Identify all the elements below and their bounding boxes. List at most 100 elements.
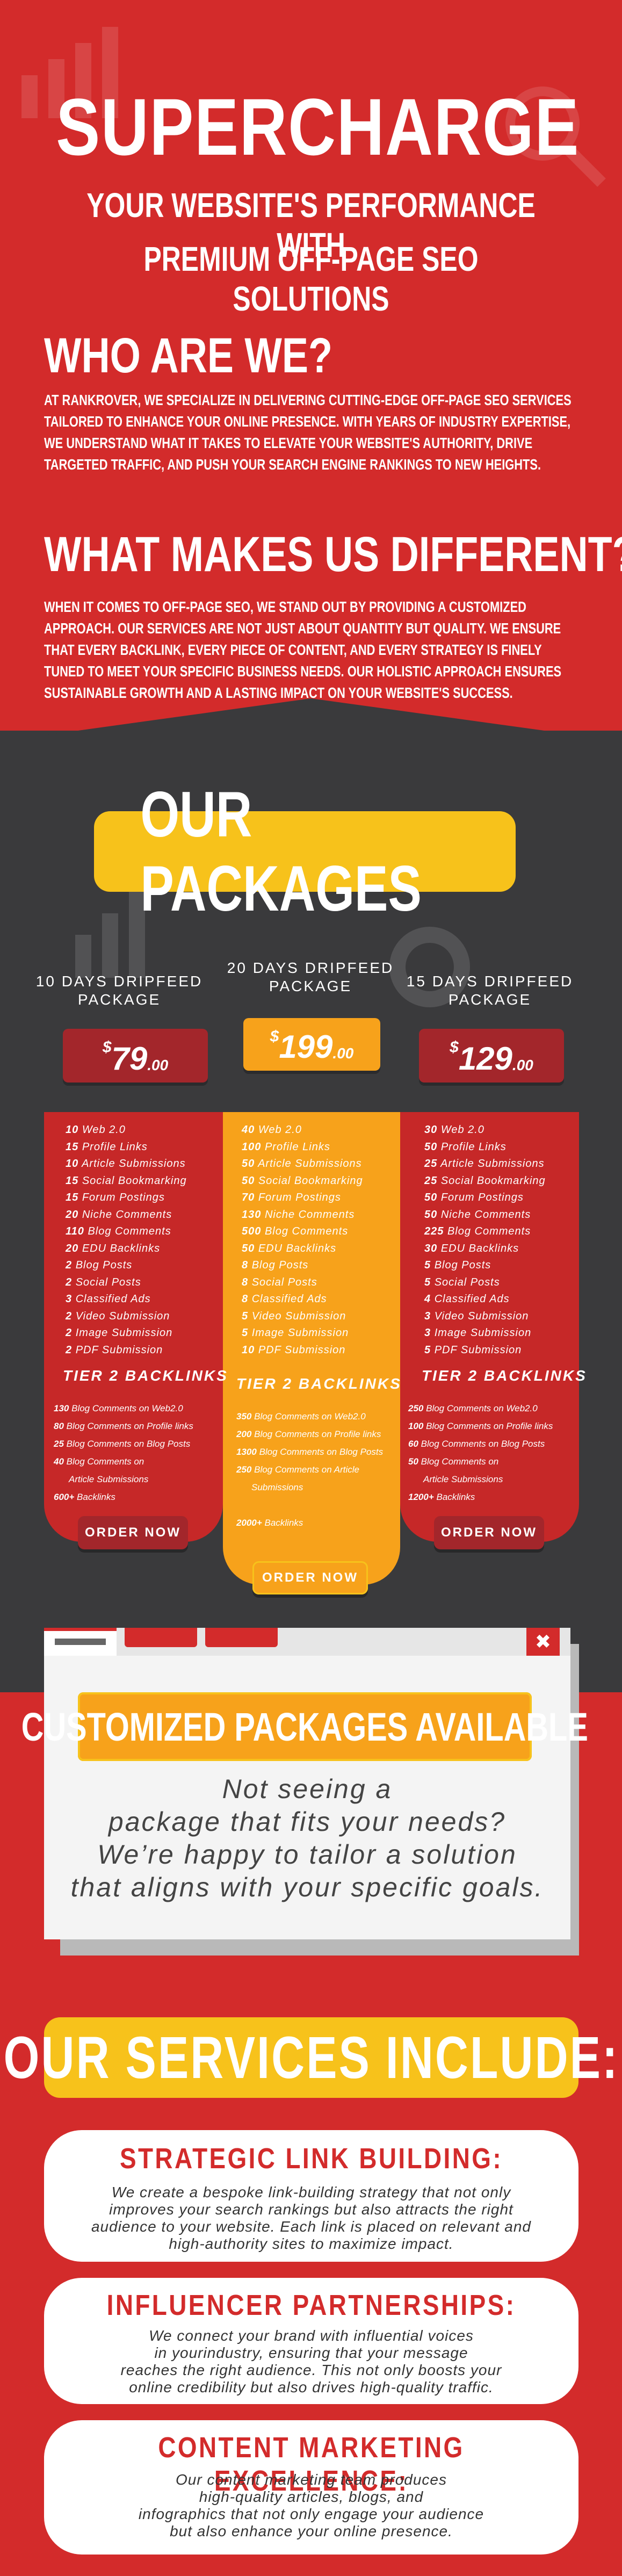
window-tab-2[interactable]: [125, 1628, 197, 1647]
service-text-line: We connect your brand with influential v…: [149, 2327, 474, 2344]
order-now-button-2[interactable]: ORDER NOW: [252, 1561, 368, 1594]
feature-item: 130 Niche Comments: [242, 1207, 363, 1224]
feature-label: Video Submission: [75, 1310, 170, 1322]
feature-item: 2 PDF Submission: [66, 1342, 187, 1359]
tier2-count: 200: [236, 1429, 252, 1439]
tier2-label: Blog Comments on: [66, 1456, 144, 1467]
order-now-button-3[interactable]: ORDER NOW: [434, 1516, 544, 1549]
feature-count: 50: [242, 1242, 255, 1254]
tier2-count: 1200+: [408, 1492, 434, 1502]
tier2-item: 60 Blog Comments on Blog Posts: [408, 1435, 553, 1453]
package-1-title: 10 DAYS DRIPFEED PACKAGE: [33, 972, 205, 1009]
custom-text-line2: package that fits your needs?: [108, 1807, 507, 1837]
feature-count: 8: [242, 1259, 249, 1271]
service-text: We create a bespoke link-building strate…: [76, 2184, 546, 2253]
feature-item: 2 Video Submission: [66, 1308, 187, 1325]
feature-item: 5 Blog Posts: [424, 1257, 546, 1274]
package-2-card: [223, 1112, 400, 1585]
window-titlebar: ✖: [44, 1628, 570, 1656]
feature-label: Web 2.0: [258, 1124, 302, 1136]
package-3-tier-heading: TIER 2 BACKLINKS: [422, 1367, 587, 1384]
service-text-line: high-authority sites to maximize impact.: [169, 2235, 454, 2252]
close-icon[interactable]: ✖: [526, 1628, 560, 1656]
feature-item: 2 Image Submission: [66, 1325, 187, 1342]
feature-label: Social Bookmarking: [440, 1174, 546, 1187]
feature-count: 8: [242, 1276, 249, 1288]
magnifier-icon: [505, 86, 606, 187]
feature-label: Classified Ads: [75, 1293, 151, 1305]
feature-item: 500 Blog Comments: [242, 1223, 363, 1240]
feature-label: EDU Backlinks: [440, 1242, 519, 1254]
different-heading: WHAT MAKES US DIFFERENT?: [44, 527, 622, 582]
package-1-tier-heading: TIER 2 BACKLINKS: [63, 1367, 228, 1384]
tier2-item: Article Submissions: [408, 1470, 553, 1488]
feature-count: 3: [66, 1293, 73, 1305]
feature-item: 25 Social Bookmarking: [424, 1173, 546, 1190]
feature-count: 50: [242, 1174, 255, 1187]
feature-label: Social Posts: [251, 1276, 317, 1288]
feature-label: Image Submission: [434, 1327, 532, 1339]
feature-item: 3 Video Submission: [424, 1308, 546, 1325]
service-title: STRATEGIC LINK BUILDING:: [119, 2142, 503, 2175]
feature-count: 5: [424, 1276, 431, 1288]
feature-item: 10 Web 2.0: [66, 1122, 187, 1139]
feature-count: 500: [242, 1225, 262, 1237]
feature-label: Niche Comments: [82, 1208, 172, 1221]
tier2-label: Blog Comments on Article: [254, 1464, 359, 1475]
feature-count: 50: [424, 1208, 438, 1221]
tier2-item: Submissions: [236, 1478, 383, 1496]
feature-label: Video Submission: [434, 1310, 529, 1322]
feature-label: Article Submissions: [82, 1158, 186, 1170]
feature-label: Video Submission: [251, 1310, 346, 1322]
feature-item: 15 Social Bookmarking: [66, 1173, 187, 1190]
tier2-item: 250 Blog Comments on Web2.0: [408, 1399, 553, 1417]
feature-label: Social Bookmarking: [258, 1174, 363, 1187]
service-text-line: but also enhance your online presence.: [170, 2523, 453, 2539]
feature-label: PDF Submission: [434, 1344, 522, 1356]
feature-item: 15 Forum Postings: [66, 1189, 187, 1207]
feature-count: 40: [242, 1124, 255, 1136]
custom-text-line3: We’re happy to tailor a solution: [97, 1839, 517, 1870]
feature-count: 50: [424, 1192, 438, 1203]
feature-item: 5 Video Submission: [242, 1308, 363, 1325]
currency-symbol: $: [450, 1038, 459, 1056]
feature-label: Article Submissions: [258, 1158, 362, 1170]
tier2-count: 40: [54, 1456, 64, 1467]
feature-count: 5: [424, 1344, 431, 1356]
feature-item: 8 Classified Ads: [242, 1291, 363, 1308]
package-2-tier2-list: 350 Blog Comments on Web2.0 200 Blog Comm…: [236, 1408, 383, 1532]
feature-item: 50 Profile Links: [424, 1139, 546, 1156]
feature-item: 50 Forum Postings: [424, 1189, 546, 1207]
tier2-count: 100: [408, 1421, 424, 1431]
feature-item: 110 Blog Comments: [66, 1223, 187, 1240]
feature-item: 5 Social Posts: [424, 1274, 546, 1291]
feature-count: 30: [424, 1242, 438, 1254]
package-1-features: 10 Web 2.0 15 Profile Links 10 Article Sub…: [66, 1122, 187, 1359]
feature-count: 5: [242, 1310, 249, 1322]
service-text: We connect your brand with influential v…: [76, 2327, 546, 2396]
service-title: CONTENT MARKETING EXCELLENCE:: [158, 2431, 465, 2497]
feature-item: 225 Blog Comments: [424, 1223, 546, 1240]
service-text-line: We create a bespoke link-building strate…: [111, 2184, 511, 2200]
tier2-count: 2000+: [236, 1518, 262, 1528]
feature-label: Profile Links: [440, 1141, 507, 1153]
price-decimals: .00: [332, 1045, 354, 1062]
feature-label: Forum Postings: [440, 1192, 524, 1203]
tier2-label: Blog Comments on Blog Posts: [66, 1439, 191, 1449]
tier2-item: 25 Blog Comments on Blog Posts: [54, 1435, 193, 1453]
chart-icon-dark: [75, 892, 145, 978]
package-3-title-line1: 15 DAYS DRIPFEED: [406, 973, 574, 990]
services-banner: OUR SERVICES INCLUDE:: [3, 2017, 617, 2098]
tier2-label: Blog Comments on Profile links: [254, 1429, 381, 1439]
window-tab-active[interactable]: [44, 1628, 117, 1656]
feature-item: 5 PDF Submission: [424, 1342, 546, 1359]
order-now-button-1[interactable]: ORDER NOW: [78, 1516, 188, 1549]
feature-item: 70 Forum Postings: [242, 1189, 363, 1207]
window-tab-3[interactable]: [205, 1628, 278, 1647]
feature-item: 50 EDU Backlinks: [242, 1240, 363, 1258]
package-3-features: 30 Web 2.0 50 Profile Links 25 Article Sub…: [424, 1122, 546, 1359]
tier2-count: 25: [54, 1439, 64, 1449]
tier2-item: 600+ Backlinks: [54, 1488, 193, 1506]
feature-count: 20: [66, 1242, 79, 1254]
feature-label: Article Submissions: [440, 1158, 545, 1170]
